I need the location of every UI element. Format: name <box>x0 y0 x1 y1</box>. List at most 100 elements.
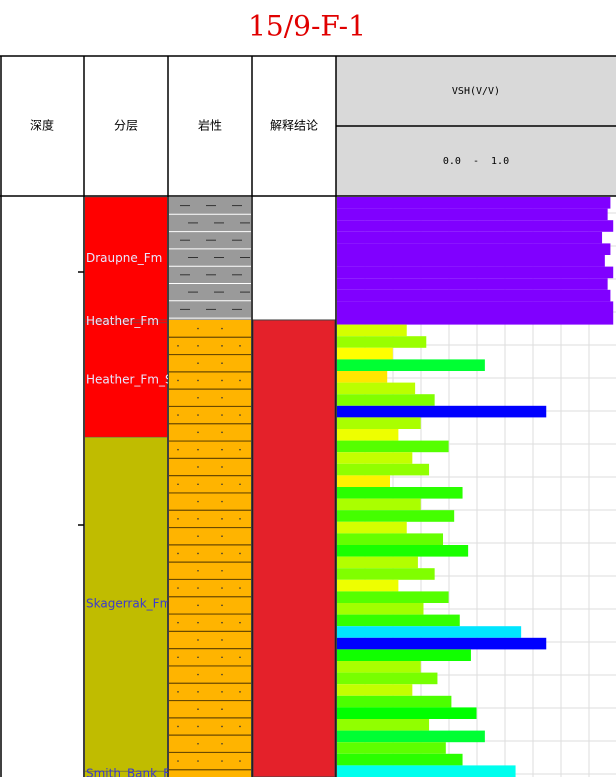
litho-pattern <box>221 535 223 537</box>
header: 解释结论 <box>270 119 318 133</box>
litho-pattern <box>239 518 241 520</box>
vsh-bar <box>337 707 477 719</box>
litho-pattern <box>239 725 241 728</box>
vsh-bar <box>337 440 449 453</box>
litho-pattern <box>239 414 241 416</box>
vsh-bar <box>337 533 444 545</box>
litho-pattern <box>221 362 223 364</box>
litho-pattern <box>177 448 179 451</box>
formation <box>85 771 167 777</box>
litho-pattern <box>197 569 199 572</box>
vsh-bar <box>337 347 393 360</box>
litho-pattern <box>239 552 241 555</box>
vsh-bar <box>337 579 399 592</box>
litho-pattern <box>197 379 199 382</box>
litho-pattern <box>239 656 241 659</box>
lithology <box>169 319 251 777</box>
vsh-bar <box>337 765 516 777</box>
vsh-bar <box>337 301 614 313</box>
vsh-bar <box>337 637 547 650</box>
litho-pattern <box>221 656 223 659</box>
litho-pattern <box>197 656 199 659</box>
litho-pattern <box>221 518 223 520</box>
litho-pattern <box>177 725 179 728</box>
header: 深度 <box>30 118 54 133</box>
title: 15/9-F-1 <box>248 10 366 43</box>
litho-pattern <box>197 552 199 555</box>
litho-pattern <box>221 500 223 503</box>
litho-pattern <box>221 569 223 572</box>
vsh-bar <box>337 278 608 290</box>
interpretation <box>252 319 336 777</box>
litho-pattern <box>221 742 223 745</box>
litho-pattern <box>239 587 241 589</box>
litho-pattern <box>197 483 199 486</box>
vsh-bar <box>337 510 455 522</box>
litho-pattern <box>197 414 199 416</box>
header: 岩性 <box>198 118 222 133</box>
vsh-bar <box>337 614 460 627</box>
vsh-bar <box>337 220 614 232</box>
litho-pattern <box>221 639 223 641</box>
litho-pattern <box>177 518 179 520</box>
litho-pattern <box>197 587 199 589</box>
litho-pattern <box>221 379 223 382</box>
litho-pattern <box>239 483 241 486</box>
vsh-bar <box>337 649 471 661</box>
vsh-bar <box>337 359 485 371</box>
header: 分层 <box>114 119 138 133</box>
litho-pattern <box>177 552 179 555</box>
litho-pattern <box>197 345 199 347</box>
litho-pattern <box>177 760 179 762</box>
litho-pattern <box>221 673 223 676</box>
litho-pattern <box>197 621 199 624</box>
vsh-bar <box>337 405 547 418</box>
vsh-bar <box>337 452 413 464</box>
litho-pattern <box>221 621 223 624</box>
litho-pattern <box>197 708 199 710</box>
vsh-bar <box>337 243 611 255</box>
litho-pattern <box>197 396 199 399</box>
formation <box>85 319 167 323</box>
vsh-bar <box>337 730 485 743</box>
vsh-bar <box>337 661 421 673</box>
litho-pattern <box>221 396 223 399</box>
litho-pattern <box>221 448 223 451</box>
vsh-bar <box>337 231 603 244</box>
vsh-bar <box>337 591 449 603</box>
vsh-bar <box>337 626 522 638</box>
vsh-bar <box>337 498 421 511</box>
vsh-bar <box>337 382 416 395</box>
vsh-bar <box>337 556 418 569</box>
litho-pattern <box>221 466 223 468</box>
litho-pattern <box>221 414 223 416</box>
litho-pattern <box>221 708 223 710</box>
litho-pattern <box>177 621 179 624</box>
vsh-bar <box>337 336 427 348</box>
formation-label: Skagerrak_Fm <box>86 597 171 611</box>
litho-pattern <box>221 483 223 486</box>
litho-pattern <box>221 760 223 762</box>
litho-pattern <box>197 639 199 641</box>
litho-pattern <box>239 691 241 693</box>
litho-pattern <box>239 448 241 451</box>
litho-pattern <box>177 483 179 486</box>
vsh-bar <box>337 394 435 406</box>
litho-pattern <box>221 552 223 555</box>
litho-pattern <box>239 621 241 624</box>
litho-pattern <box>197 431 199 434</box>
litho-pattern <box>239 345 241 347</box>
vsh-bar <box>337 371 388 383</box>
vsh-bar <box>337 313 614 325</box>
vsh-bar <box>337 568 435 580</box>
litho-pattern <box>197 362 199 364</box>
formation <box>85 322 167 438</box>
litho-pattern <box>221 691 223 693</box>
litho-pattern <box>177 414 179 416</box>
vsh-bar <box>337 463 430 476</box>
vsh-bar <box>337 684 413 696</box>
vsh-bar <box>337 487 463 499</box>
litho-pattern <box>177 587 179 589</box>
formation-label: Draupne_Fm <box>86 251 162 265</box>
